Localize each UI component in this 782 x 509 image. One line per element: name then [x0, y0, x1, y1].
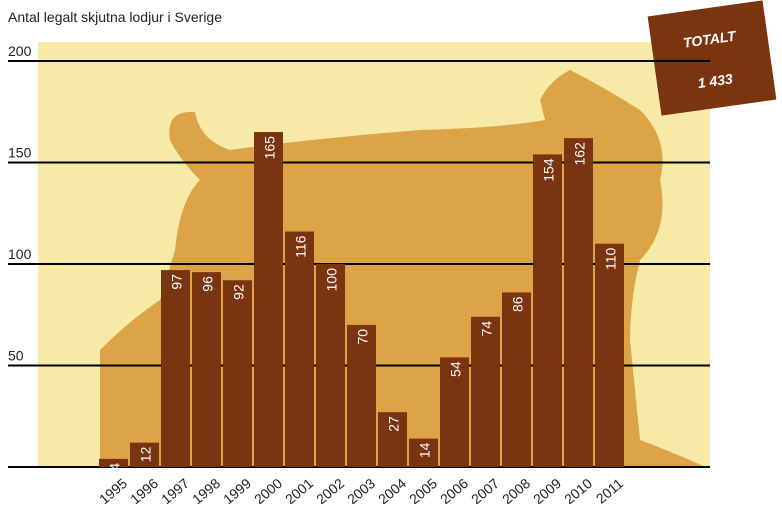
value-label: 70 [355, 329, 371, 345]
page: Antal legalt skjutna lodjur i Sverige TO… [0, 0, 782, 504]
x-tick-label: 1998 [189, 475, 223, 504]
y-tick-label: 200 [8, 43, 32, 59]
x-tick-label: 2004 [375, 475, 409, 504]
value-label: 74 [479, 321, 495, 337]
x-tick-label: 1996 [127, 475, 161, 504]
value-label: 116 [293, 235, 309, 258]
value-label: 27 [386, 416, 402, 432]
x-tick-label: 2011 [593, 475, 627, 504]
value-label: 54 [448, 361, 464, 377]
value-label: 154 [541, 158, 557, 182]
total-box: TOTALT 1 433 [648, 0, 777, 115]
value-label: 14 [417, 442, 433, 458]
bar [533, 154, 562, 467]
x-tick-label: 2010 [561, 475, 595, 504]
x-tick-label: 2008 [499, 475, 533, 504]
chart-title: Antal legalt skjutna lodjur i Sverige [8, 9, 222, 25]
x-tick-label: 2001 [282, 475, 316, 504]
bar [223, 280, 252, 467]
bar [285, 232, 314, 467]
bar [564, 138, 593, 467]
value-label: 100 [324, 268, 340, 292]
value-label: 97 [169, 274, 185, 290]
bar [595, 244, 624, 467]
x-tick-label: 1995 [96, 475, 130, 504]
bar [471, 317, 500, 467]
total-background [648, 0, 777, 115]
value-label: 162 [572, 142, 588, 166]
bar [254, 132, 283, 467]
x-tick-label: 2003 [344, 475, 378, 504]
x-tick-label: 1999 [220, 475, 254, 504]
y-tick-label: 50 [8, 348, 24, 364]
x-tick-label: 2002 [313, 475, 347, 504]
value-label: 110 [603, 247, 619, 270]
x-tick-label: 2009 [530, 475, 564, 504]
value-label: 165 [262, 136, 278, 160]
value-label: 12 [138, 446, 154, 462]
bar [502, 292, 531, 467]
x-tick-label: 2006 [437, 475, 471, 504]
value-label: 86 [510, 296, 526, 312]
x-tick-label: 2000 [251, 475, 285, 504]
y-tick-label: 100 [8, 246, 32, 262]
value-label: 96 [200, 276, 216, 292]
y-tick-label: 150 [8, 145, 32, 161]
value-label: 92 [231, 284, 247, 300]
x-tick-label: 2005 [406, 475, 440, 504]
bar [192, 272, 221, 467]
chart: Antal legalt skjutna lodjur i Sverige TO… [0, 0, 782, 504]
x-tick-label: 2007 [468, 475, 502, 504]
x-tick-label: 1997 [158, 475, 192, 504]
bar [161, 270, 190, 467]
bar [347, 325, 376, 467]
value-label: 4 [107, 463, 123, 471]
bar [316, 264, 345, 467]
